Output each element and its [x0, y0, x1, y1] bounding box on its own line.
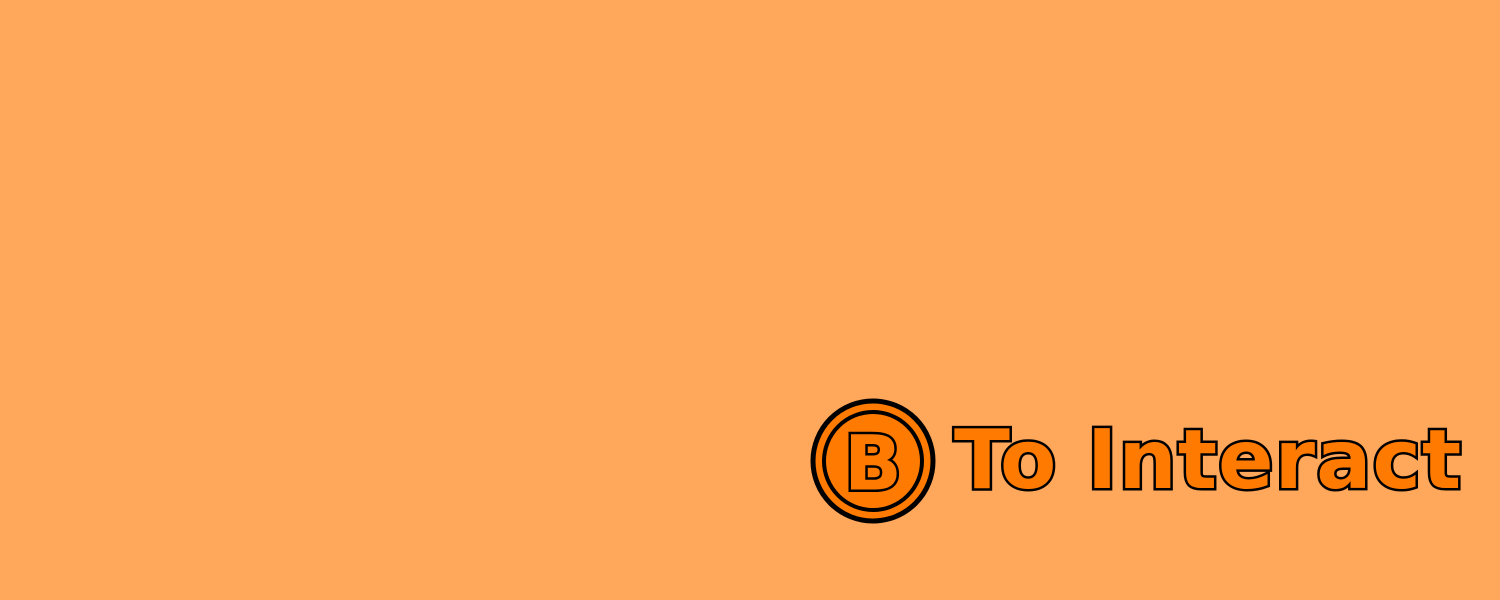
action-label: To Interact: [951, 413, 1463, 508]
b-button-icon: B: [808, 396, 938, 526]
button-letter: B: [844, 419, 902, 508]
